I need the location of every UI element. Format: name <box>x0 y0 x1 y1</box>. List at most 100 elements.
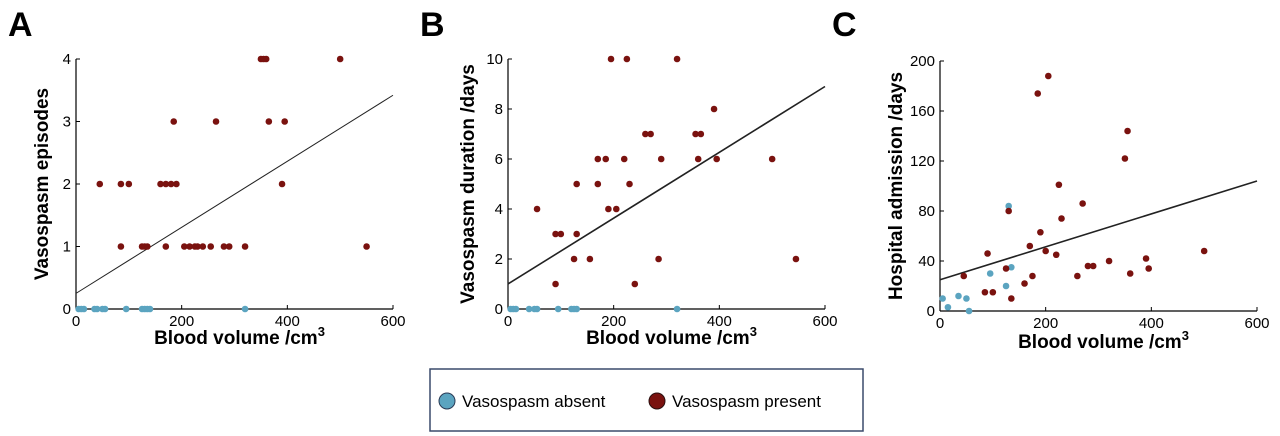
point-vasospasm-present <box>278 180 286 188</box>
point-vasospasm-present <box>1058 215 1065 222</box>
point-vasospasm-present <box>626 180 633 188</box>
point-vasospasm-present <box>710 105 718 113</box>
point-vasospasm-absent <box>533 305 541 313</box>
point-vasospasm-present <box>1045 72 1052 80</box>
x-tick-label: 0 <box>936 315 944 332</box>
y-tick-label: 4 <box>63 51 71 68</box>
x-axis-title-superscript: 3 <box>750 324 757 339</box>
point-vasospasm-present <box>1052 251 1060 259</box>
point-vasospasm-present <box>241 243 249 250</box>
point-vasospasm-present <box>657 155 665 163</box>
point-vasospasm-present <box>620 155 628 163</box>
y-tick-label: 4 <box>495 201 503 218</box>
legend-label-present: Vasospasm present <box>672 392 821 411</box>
legend-marker-absent <box>438 392 456 410</box>
point-vasospasm-present <box>1034 90 1042 97</box>
y-tick-label: 10 <box>486 51 503 68</box>
point-vasospasm-present <box>552 230 559 238</box>
point-vasospasm-present <box>594 155 602 163</box>
point-vasospasm-absent <box>241 305 249 313</box>
x-axis-title: Blood volume /cm3 <box>154 324 325 349</box>
y-tick-label: 120 <box>910 153 935 170</box>
x-axis-title-text: Blood volume /cm <box>586 328 750 349</box>
point-vasospasm-present <box>557 230 565 238</box>
y-tick-label: 6 <box>495 151 503 168</box>
point-vasospasm-present <box>207 243 215 250</box>
point-vasospasm-present <box>713 155 720 163</box>
panel-letter: C <box>832 6 857 44</box>
point-vasospasm-present <box>1105 257 1113 265</box>
point-vasospasm-present <box>1008 295 1015 302</box>
point-vasospasm-present <box>697 130 705 138</box>
point-vasospasm-present <box>186 243 193 250</box>
point-vasospasm-present <box>694 155 702 163</box>
point-vasospasm-present <box>989 288 997 296</box>
point-vasospasm-present <box>768 155 776 163</box>
point-vasospasm-present <box>1200 247 1208 255</box>
point-vasospasm-absent <box>93 305 101 313</box>
x-axis-title: Blood volume /cm3 <box>586 324 757 349</box>
panel-b: B 0 200 400 600 0 2 4 6 8 10 Blood volume /cm3 Vasos… <box>420 6 838 349</box>
point-vasospasm-present <box>162 180 170 188</box>
y-tick-label: 2 <box>63 176 71 193</box>
point-vasospasm-absent <box>146 305 154 313</box>
point-vasospasm-present <box>613 205 620 213</box>
point-vasospasm-present <box>144 243 151 250</box>
point-vasospasm-present <box>96 180 104 188</box>
point-vasospasm-present <box>125 180 133 188</box>
point-vasospasm-present <box>1074 272 1081 280</box>
point-vasospasm-present <box>1079 200 1086 207</box>
point-vasospasm-present <box>1002 265 1010 272</box>
point-vasospasm-absent <box>122 305 130 313</box>
point-vasospasm-present <box>1142 255 1150 262</box>
point-vasospasm-present <box>1126 270 1134 277</box>
x-axis-title-superscript: 3 <box>318 324 325 339</box>
point-vasospasm-present <box>220 243 228 250</box>
regression-line <box>939 180 1258 281</box>
x-axis-title-text: Blood volume /cm <box>1018 332 1182 353</box>
point-vasospasm-present <box>623 55 631 63</box>
legend-box <box>429 368 864 432</box>
point-vasospasm-absent <box>944 303 952 311</box>
y-tick-label: 80 <box>918 203 935 220</box>
point-vasospasm-present <box>262 55 270 63</box>
point-vasospasm-present <box>1055 181 1063 189</box>
point-vasospasm-present <box>173 180 180 188</box>
point-vasospasm-present <box>673 55 681 63</box>
point-vasospasm-present <box>281 118 288 125</box>
point-vasospasm-present <box>1145 265 1152 272</box>
y-tick-label: 3 <box>63 114 71 131</box>
point-vasospasm-present <box>181 243 188 250</box>
point-vasospasm-present <box>586 255 594 263</box>
x-axis-title: Blood volume /cm3 <box>1018 328 1189 353</box>
y-tick-label: 160 <box>910 103 935 120</box>
legend-label-absent: Vasospasm absent <box>462 392 606 411</box>
point-vasospasm-present <box>157 180 164 188</box>
point-vasospasm-present <box>984 250 991 257</box>
legend-marker-present <box>648 392 666 410</box>
point-vasospasm-absent <box>554 305 562 313</box>
point-vasospasm-present <box>692 130 699 138</box>
point-vasospasm-present <box>194 243 201 250</box>
point-vasospasm-absent <box>512 305 520 313</box>
point-vasospasm-present <box>594 180 602 188</box>
point-vasospasm-absent <box>986 270 994 277</box>
point-vasospasm-absent <box>963 295 970 302</box>
point-vasospasm-present <box>1029 272 1036 280</box>
point-vasospasm-present <box>212 118 220 125</box>
point-vasospasm-present <box>167 180 175 188</box>
point-vasospasm-present <box>363 243 370 250</box>
y-tick-label: 40 <box>918 253 935 270</box>
point-vasospasm-present <box>199 243 207 250</box>
x-tick-label: 400 <box>275 313 300 330</box>
point-vasospasm-present <box>605 205 612 213</box>
point-vasospasm-present <box>792 255 800 263</box>
point-vasospasm-present <box>1037 228 1044 236</box>
point-vasospasm-present <box>552 280 559 288</box>
point-vasospasm-present <box>533 205 541 213</box>
x-tick-label: 200 <box>1033 315 1058 332</box>
point-vasospasm-present <box>573 180 580 188</box>
point-vasospasm-absent <box>1005 202 1012 210</box>
